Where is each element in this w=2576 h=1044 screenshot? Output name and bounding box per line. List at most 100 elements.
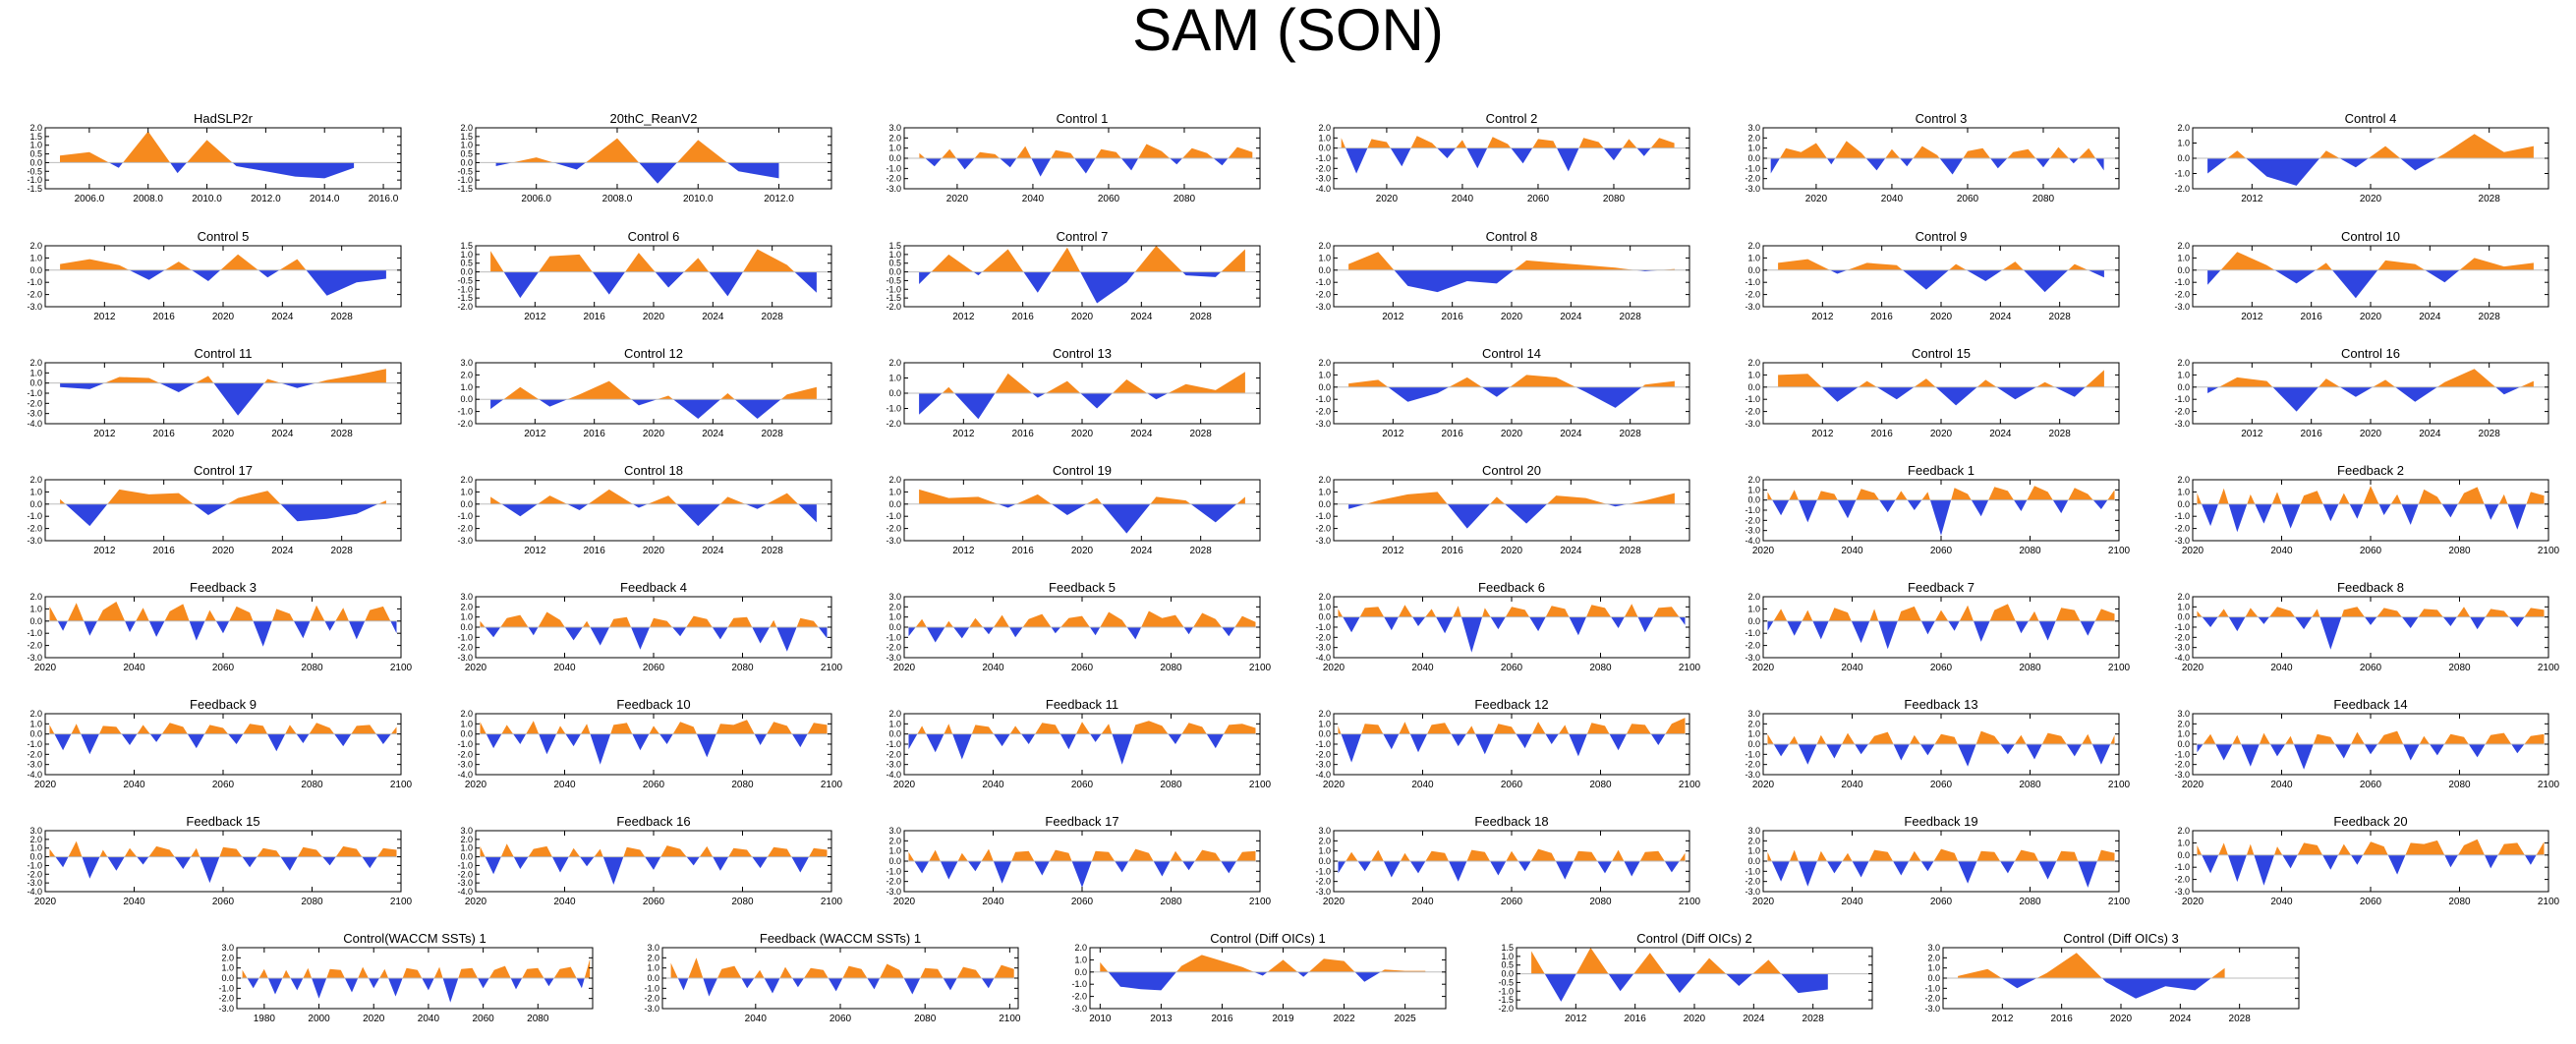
y-tick-label: -3.0 — [1745, 526, 1760, 536]
x-tick-label: 2024 — [2419, 312, 2441, 322]
x-tick-label: 2060 — [1071, 663, 1094, 673]
x-tick-label: 2040 — [2270, 897, 2293, 907]
y-tick-label: 1.0 — [460, 250, 473, 260]
y-tick-label: -3.0 — [27, 409, 42, 419]
y-tick-label: 2.0 — [1318, 241, 1331, 251]
y-tick-label: -2.0 — [2174, 632, 2190, 642]
y-tick-label: -2.0 — [886, 174, 901, 184]
negative-anomaly-area — [1958, 978, 2225, 999]
x-tick-label: 2012 — [952, 312, 975, 322]
y-tick-label: 1.0 — [460, 487, 473, 496]
y-tick-label: 0.0 — [29, 616, 42, 626]
y-tick-label: 0.0 — [460, 267, 473, 277]
x-tick-label: 2080 — [2448, 546, 2471, 556]
x-tick-label: 2060 — [2360, 663, 2382, 673]
panel-title: Control 1 — [1057, 111, 1109, 126]
positive-anomaly-area — [917, 721, 1256, 734]
y-tick-label: -1.0 — [1315, 511, 1331, 521]
x-tick-label: 2040 — [1841, 780, 1863, 790]
y-tick-label: 1.0 — [460, 719, 473, 728]
y-tick-label: 1.0 — [1318, 487, 1331, 496]
positive-anomaly-area — [490, 380, 817, 400]
y-tick-label: 3.0 — [1747, 123, 1760, 133]
x-tick-label: 2060 — [643, 663, 665, 673]
negative-anomaly-area — [49, 856, 397, 884]
y-tick-label: -4.0 — [457, 887, 473, 897]
y-tick-label: -2.0 — [1071, 992, 1087, 1002]
x-tick-label: 2012 — [1382, 429, 1404, 439]
x-tick-label: 2028 — [762, 546, 784, 556]
x-tick-label: 2028 — [1190, 546, 1213, 556]
y-tick-label: 2.0 — [221, 953, 234, 962]
y-tick-label: 0.0 — [2177, 153, 2190, 163]
y-tick-label: 1.0 — [1747, 253, 1760, 262]
panel-13: Control 11 2.01.00.0-1.0-2.0-3.0-4.0 2012 2… — [27, 346, 402, 439]
panel-title: Feedback 10 — [616, 697, 690, 712]
plot-frame — [44, 127, 402, 190]
x-tick-label: 2080 — [1160, 663, 1182, 673]
y-tick-label: -2.0 — [886, 749, 901, 759]
x-tick-label: 2080 — [914, 1014, 937, 1024]
positive-anomaly-area — [2197, 607, 2545, 617]
x-tick-label: 2060 — [472, 1014, 494, 1024]
negative-anomaly-area — [60, 382, 386, 416]
y-tick-label: -2.0 — [886, 877, 901, 887]
panel-14: Control 12 3.0 2.0 1.0 0.0 -1.0 -2.0 2012 2016 20… — [457, 346, 832, 439]
y-tick-label: -2.0 — [457, 524, 473, 534]
y-tick-label: -2.0 — [27, 869, 42, 879]
x-tick-label: 2100 — [1249, 897, 1272, 907]
x-tick-label: 2020 — [1752, 897, 1775, 907]
y-tick-label: -3.0 — [1315, 302, 1331, 312]
x-tick-label: 2010 — [1089, 1014, 1112, 1024]
x-tick-label: 2060 — [1501, 780, 1523, 790]
y-tick-label: 0.0 — [2177, 382, 2190, 392]
negative-anomaly-area — [1348, 503, 1675, 529]
x-tick-label: 2016 — [1012, 312, 1035, 322]
x-tick-label: 2080 — [1160, 897, 1182, 907]
y-tick-label: -4.0 — [1745, 536, 1760, 546]
y-tick-label: 2.0 — [2177, 719, 2190, 728]
x-tick-label: 2020 — [1071, 429, 1094, 439]
positive-anomaly-area — [2218, 369, 2534, 387]
y-tick-label: -1.0 — [457, 175, 473, 185]
y-tick-label: -3.0 — [1745, 653, 1760, 663]
y-tick-label: 1.0 — [1074, 955, 1087, 964]
x-tick-label: 2008.0 — [133, 194, 163, 204]
panel-1: HadSLP2r 2.01.51.00.50.0-0.5-1.0-1.5 2006.… — [27, 111, 402, 204]
y-tick-label: -2.0 — [2174, 760, 2190, 770]
x-tick-label: 2012 — [2241, 312, 2263, 322]
panel-title: Feedback 1 — [1908, 463, 1975, 478]
y-tick-label: -2.0 — [2174, 875, 2190, 885]
x-tick-label: 2040 — [1881, 194, 1904, 204]
x-tick-label: 2016 — [1871, 312, 1894, 322]
negative-anomaly-area — [1767, 744, 2115, 767]
y-tick-label: 0.0 — [29, 378, 42, 388]
y-tick-label: -2.0 — [1745, 877, 1760, 887]
panel-45: Control (Diff OICs) 1 2.0 1.0 0.0 -1.0 -2.0 -3… — [1071, 931, 1447, 1024]
y-tick-label: -2.0 — [27, 398, 42, 408]
y-tick-label: -1.0 — [2174, 277, 2190, 287]
y-tick-label: -3.0 — [886, 760, 901, 770]
y-tick-label: -1.0 — [27, 511, 42, 521]
y-tick-label: 2.0 — [1074, 943, 1087, 953]
y-tick-label: -2.0 — [886, 524, 901, 534]
x-tick-label: 2060 — [2360, 546, 2382, 556]
y-tick-label: 1.0 — [460, 612, 473, 622]
y-tick-label: -1.0 — [1071, 979, 1087, 989]
negative-anomaly-area — [2197, 744, 2545, 770]
x-tick-label: 2020 — [363, 1014, 385, 1024]
y-tick-label: -2.0 — [1745, 290, 1760, 300]
y-tick-label: 3.0 — [2177, 709, 2190, 719]
y-tick-label: -2.0 — [1315, 749, 1331, 759]
y-tick-label: -3.0 — [1745, 887, 1760, 897]
y-tick-label: 1.0 — [1747, 729, 1760, 739]
panel-title: Control 2 — [1486, 111, 1538, 126]
panel-title: Feedback 9 — [190, 697, 257, 712]
x-tick-label: 2016 — [153, 546, 176, 556]
negative-anomaly-area — [60, 503, 386, 527]
y-tick-label: -4.0 — [27, 887, 42, 897]
y-tick-label: -2.0 — [457, 749, 473, 759]
